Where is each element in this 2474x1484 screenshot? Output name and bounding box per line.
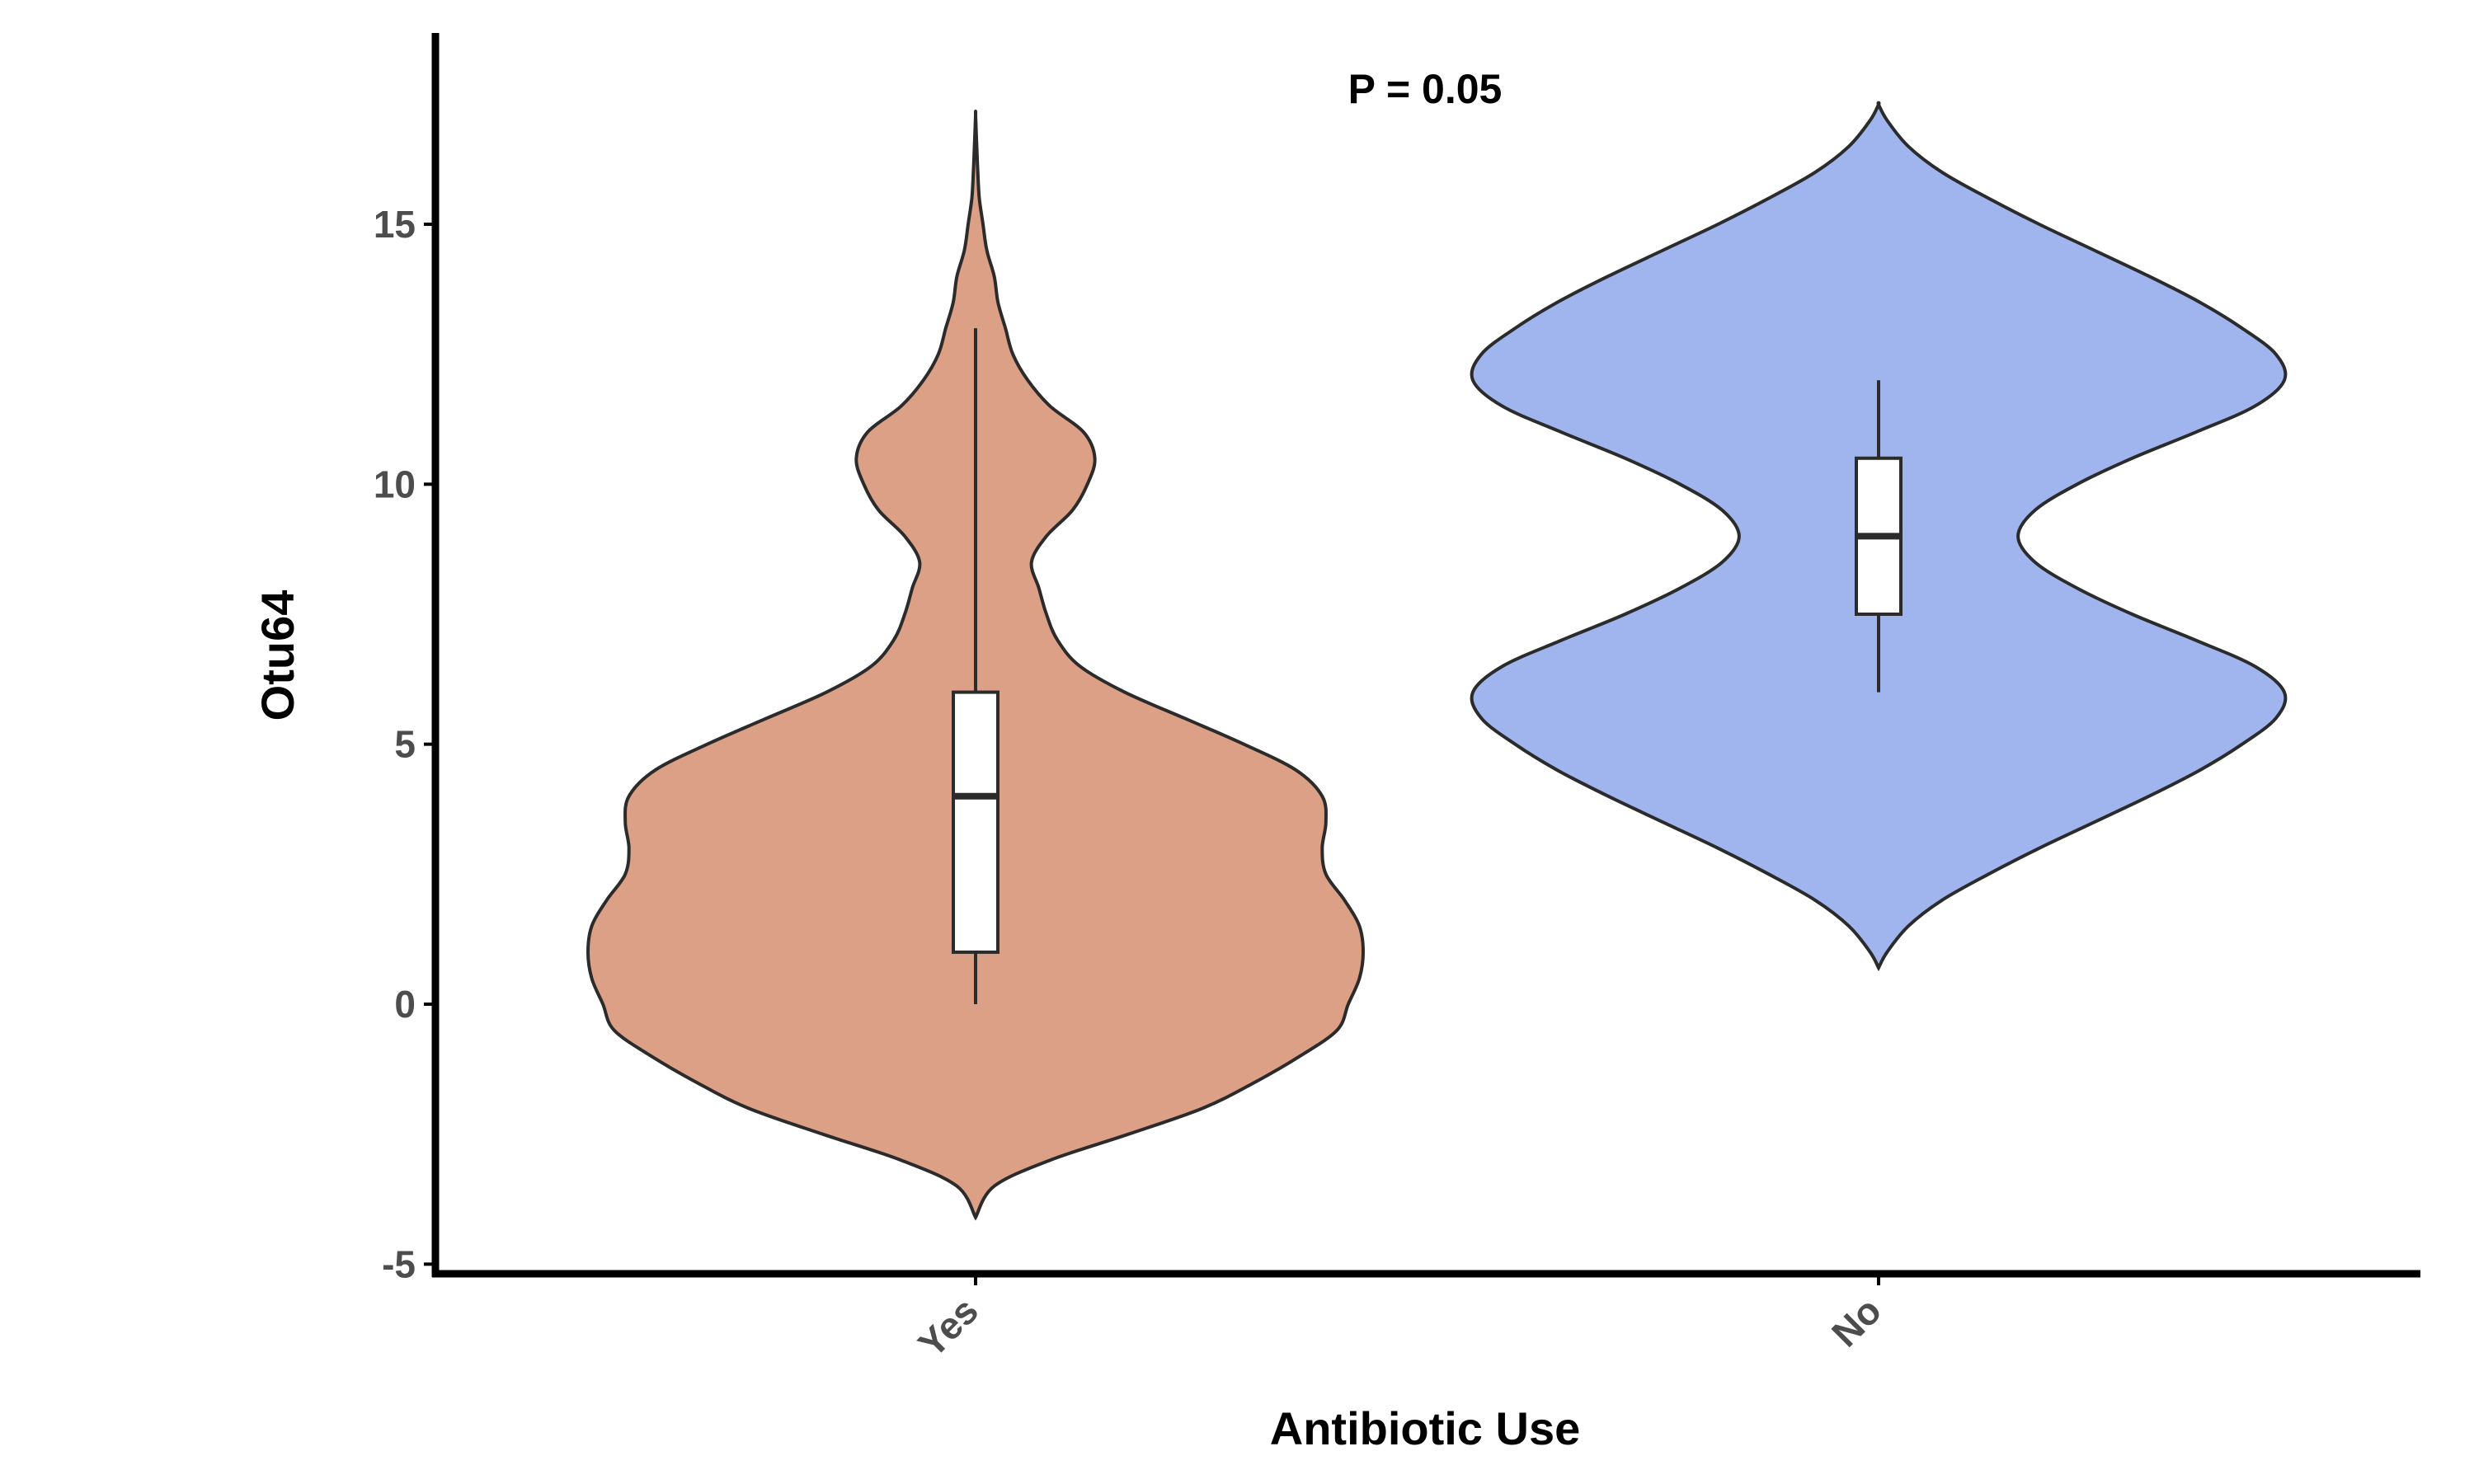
y-axis-title: Otu64: [252, 590, 303, 721]
axes-layer: [431, 33, 2420, 1278]
p-value-annotation: P = 0.05: [1348, 66, 1503, 112]
y-tick-label: 10: [374, 463, 416, 505]
x-tick-label: No: [1823, 1289, 1889, 1355]
violins-layer: [586, 101, 2288, 1221]
box-yes: [952, 690, 999, 954]
boxplots-layer: [952, 328, 1903, 1004]
y-tick-label: -5: [382, 1242, 416, 1285]
x-tick-label: Yes: [910, 1289, 986, 1365]
x-ticks: Yes No: [910, 1274, 1889, 1365]
y-ticks: -5 0 5 10 15: [374, 203, 435, 1285]
y-tick-label: 0: [394, 983, 416, 1026]
y-tick-label: 5: [394, 723, 416, 766]
y-tick-label: 15: [374, 203, 416, 246]
x-axis-title: Antibiotic Use: [1270, 1402, 1580, 1454]
